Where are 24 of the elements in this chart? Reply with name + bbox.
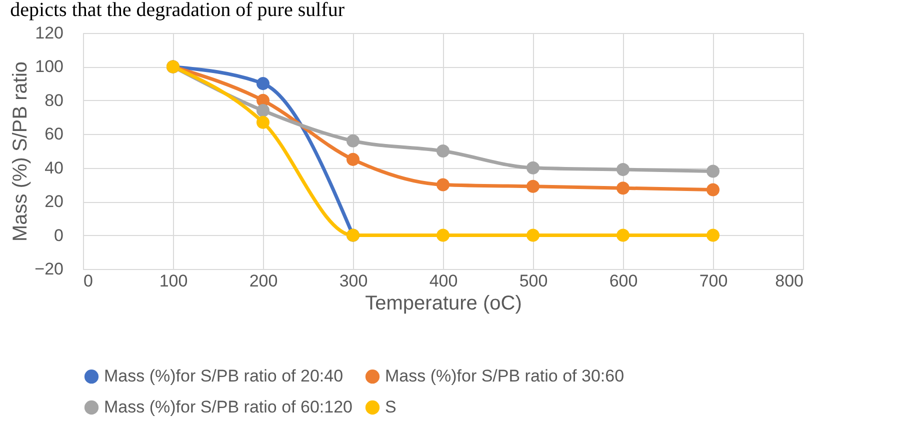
x-tick-label: 300 (339, 272, 368, 290)
x-axis-title: Temperature (oC) (365, 292, 522, 314)
y-tick-label: 40 (44, 158, 64, 178)
y-tick-label: 100 (35, 57, 64, 76)
y-tick-label: 20 (44, 192, 64, 212)
text: depicts that the degradation of pure sulfur (10, 0, 345, 21)
x-tick-label: 0 (84, 272, 93, 290)
y-tick-label: 120 (35, 24, 64, 42)
x-tick-label: 800 (775, 272, 804, 290)
x-tick-label: 200 (249, 272, 278, 290)
x-tick-label: 400 (429, 272, 458, 290)
legend-label: Mass (%)for S/PB ratio of 60:120 (104, 398, 352, 416)
legend-label: Mass (%)for S/PB ratio of 20:40 (104, 366, 344, 386)
y-tick-label: −20 (34, 260, 64, 278)
y-tick-label: 80 (44, 90, 64, 110)
legend-label: Mass (%)for S/PB ratio of 30:60 (385, 366, 624, 386)
y-tick-label: 60 (44, 124, 64, 144)
y-tick-label: 0 (54, 226, 64, 245)
legend-label: S (385, 398, 396, 416)
x-tick-label: 600 (609, 272, 638, 290)
y-axis-title: Mass (%) S/PB ratio (10, 61, 32, 242)
x-tick-label: 100 (159, 272, 188, 290)
x-tick-label: 700 (699, 272, 728, 290)
x-tick-label: 500 (519, 272, 548, 290)
